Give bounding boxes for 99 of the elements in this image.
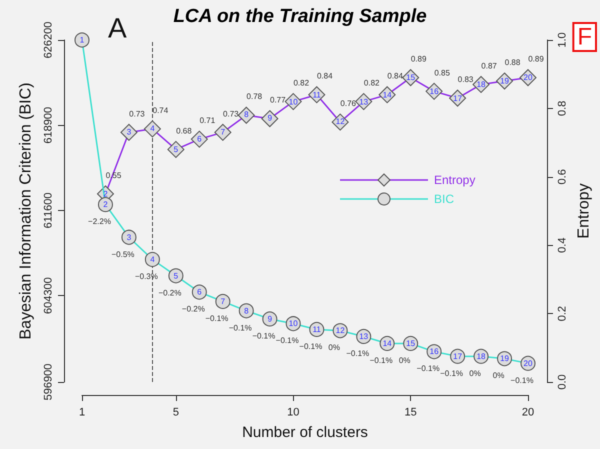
annotation: 15 [406,72,416,82]
text: F [577,24,592,50]
annotation: 19 [500,354,510,364]
annotation: 3 [126,232,132,242]
annotation: 12 [336,117,346,126]
annotation: 9 [268,314,273,324]
data-label: 0.85 [434,68,450,78]
annotation: 9 [268,114,273,123]
annotation: −0.2% [182,304,205,314]
annotation: −0.1% [346,348,370,358]
annotation: 8 [244,110,250,120]
annotation: −0.1% [252,331,276,340]
annotation: 16 [430,347,440,356]
data-label: 0.71 [200,116,216,126]
data-label: 0.78 [246,92,263,102]
data-label: 0.88 [504,58,521,68]
annotation: −0.1% [510,376,534,385]
annotation: 5 [174,145,179,154]
annotation: 13 [359,332,369,341]
annotation: 6 [197,134,202,144]
data-label: 0.73 [223,109,240,118]
data-label: 0.84 [316,72,334,81]
x-tick-label: 10 [287,406,300,418]
annotation: 20 [524,358,533,368]
annotation: −0.3% [134,272,158,281]
y2-tick-label: 0.0 [556,374,568,390]
annotation: 4 [150,254,156,264]
annotation: 0% [398,356,410,365]
annotation: 19 [500,76,510,86]
data-label: 0.83 [458,75,474,84]
chart-title: LCA on the Training Sample [173,6,428,27]
annotation: A [108,12,127,44]
text: Entropy [434,172,476,186]
y2-tick-label: 0.6 [556,169,568,184]
annotation: −0.1% [370,356,393,365]
annotation: −0.1% [276,336,299,346]
y-tick-label: 618900 [42,106,54,144]
annotation: −0.1% [228,323,252,332]
annotation: 0% [328,343,340,352]
x-tick-label: 20 [522,406,534,418]
annotation: 0% [492,371,504,380]
y2-tick-label: 0.4 [556,238,568,253]
annotation: 7 [220,128,226,137]
annotation: 18 [476,80,486,89]
annotation: 20 [524,72,533,82]
annotation: −0.1% [205,314,228,323]
annotation: 3 [126,128,132,137]
data-label: 0.87 [481,61,498,70]
annotation: 17 [453,94,463,103]
annotation: 11 [312,324,322,334]
y2-tick-label: 0.2 [556,306,568,322]
annotation: 13 [359,97,369,106]
annotation: −0.2% [158,288,182,298]
annotation: −0.1% [299,342,322,351]
annotation: 11 [312,90,322,100]
data-label: 0.82 [364,78,380,88]
y-tick-label: 604300 [42,277,54,314]
y-tick-label: 611600 [42,192,54,228]
y-tick-label: 596900 [42,364,54,400]
data-label: 0.77 [270,96,286,105]
x-tick-label: 5 [172,406,179,418]
annotation: 8 [244,306,250,316]
annotation: 17 [453,352,463,361]
annotation: 5 [174,271,179,280]
x-tick-label: 1 [78,406,86,418]
annotation: 14 [382,338,392,348]
annotation: 10 [288,97,298,106]
annotation: −0.1% [440,368,464,378]
annotation: 0% [469,368,481,378]
x-tick-label: 15 [404,406,417,418]
data-label: 0.74 [152,106,169,115]
y2-tick-label: 0.8 [556,100,568,116]
annotation: 7 [220,296,226,306]
annotation: 14 [382,90,392,100]
x-axis-title: Number of clusters [242,424,368,441]
data-label: 0.89 [528,54,544,64]
annotation: −0.5% [111,250,134,259]
data-label: 0.76 [340,99,357,108]
annotation: 12 [336,326,346,336]
y-tick-label: 626200 [42,22,54,58]
data-label: 0.73 [129,109,146,118]
y-axis-title: Bayesian Information Criterion (BIC) [18,82,34,340]
y2-tick-label: 1.0 [556,32,568,48]
annotation: 15 [406,338,416,348]
annotation: 16 [430,86,440,96]
data-label: 0.89 [410,54,427,64]
data-label: 0.84 [387,72,404,81]
data-label: 0.68 [176,126,192,136]
text: BIC [434,192,454,206]
annotation: 4 [150,124,156,134]
annotation: 18 [476,352,486,361]
annotation: −0.1% [416,364,440,374]
annotation: −2.2% [88,217,111,226]
annotation: 6 [197,288,202,297]
annotation: 2 [103,200,108,210]
y2-axis-title: Entropy [575,183,592,239]
annotation: 10 [288,319,298,328]
data-label: 0.82 [293,78,310,88]
annotation: 1 [80,36,85,44]
